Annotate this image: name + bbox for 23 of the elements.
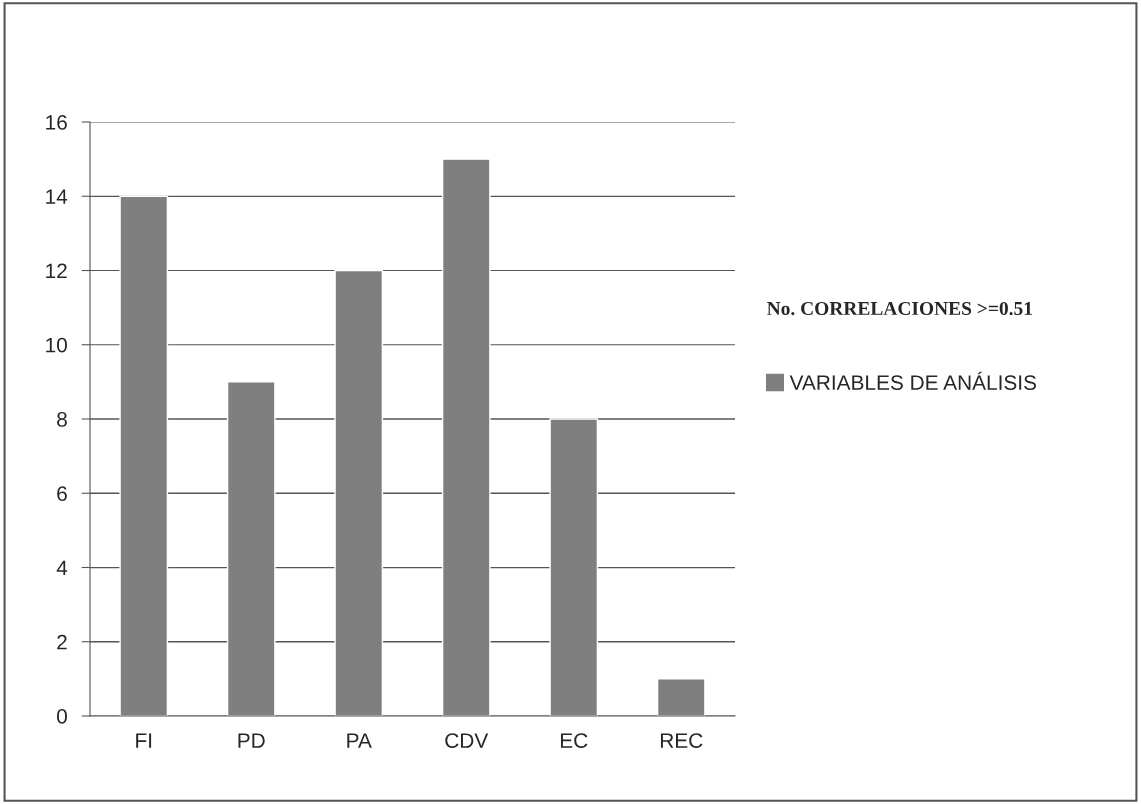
x-tick-label: PD [238,733,265,748]
y-tick-label: 12 [46,263,67,279]
y-tick-label: 0 [57,709,67,724]
bar [334,269,384,716]
y-tick-label: 4 [56,560,68,576]
x-tick-label: FI [136,733,152,748]
x-tick-label: PA [347,733,372,748]
y-tick-label: 16 [46,115,67,130]
legend-label: VARIABLES DE ANÁLISIS [789,371,1037,390]
bar [549,418,599,716]
x-tick-label: CDV [445,733,489,748]
y-tick-label: 10 [46,337,67,353]
y-tick-label: 14 [46,189,68,204]
bar [226,381,276,716]
bar [119,195,169,716]
y-tick-label: 8 [57,412,67,427]
bar [656,678,706,716]
y-tick-label: 6 [57,486,67,501]
legend-title: No. CORRELACIONES >=0.51 [767,301,1032,316]
bar [441,158,491,716]
x-tick-label: EC [560,733,588,748]
x-tick-label: REC [660,733,703,748]
y-tick-label: 2 [57,634,67,650]
